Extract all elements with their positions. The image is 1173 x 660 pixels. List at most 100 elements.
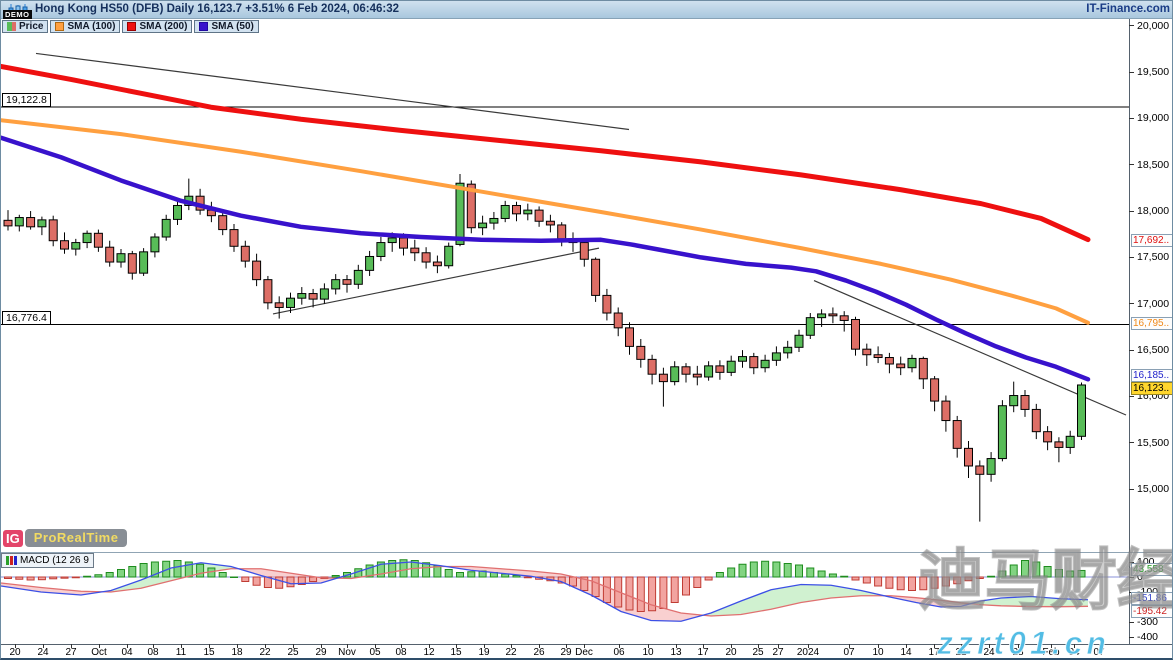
macd-histogram-bar: [376, 561, 385, 578]
date-tick-mark: [1018, 644, 1019, 648]
date-label: 25: [752, 647, 764, 658]
candle-body: [353, 269, 363, 285]
price-tick-label: 17,000: [1137, 297, 1170, 310]
date-label: 2024: [796, 647, 820, 658]
price-tick-label: 18,500: [1137, 158, 1170, 171]
macd-histogram-bar: [252, 576, 261, 586]
instrument-title: Hong Kong HS50 (DFB) Daily 16,123.7 +3.5…: [35, 3, 399, 15]
macd-histogram-bar: [309, 576, 318, 582]
price-tick-mark: [1129, 71, 1134, 73]
date-label: 25: [287, 647, 299, 658]
candle-body: [500, 204, 510, 219]
macd-histogram-bar: [591, 576, 600, 597]
price-tick-label: 15,000: [1137, 483, 1170, 496]
macd-histogram-bar: [105, 572, 114, 578]
macd-histogram-bar: [241, 576, 250, 582]
price-level-label-lower[interactable]: 16,776.4: [2, 311, 51, 325]
candle-body: [545, 220, 555, 226]
macd-histogram-bar: [128, 566, 137, 578]
trendline[interactable]: [272, 247, 600, 315]
prorealtime-logo[interactable]: IG ProRealTime: [3, 529, 128, 547]
date-tick-mark: [181, 644, 182, 648]
macd-histogram-bar: [772, 561, 781, 578]
date-label: 20: [725, 647, 737, 658]
date-label: 07: [1093, 647, 1105, 658]
date-tick-mark: [619, 644, 620, 648]
price-tick-label: 18,000: [1137, 205, 1170, 218]
macd-histogram-bar: [297, 576, 306, 585]
date-label: 21: [955, 647, 967, 658]
pane-separator[interactable]: [1, 552, 1172, 553]
candle-body: [365, 255, 375, 271]
date-label: 10: [642, 647, 654, 658]
sma100-line[interactable]: [1, 118, 1090, 325]
date-label: 22: [505, 647, 517, 658]
date-tick-mark: [1074, 644, 1075, 648]
date-tick-mark: [456, 644, 457, 648]
price-tick-mark: [1129, 256, 1134, 258]
demo-badge: DEMO: [3, 10, 32, 19]
price-level-label-upper[interactable]: 19,122.8: [2, 93, 51, 107]
date-tick-mark: [237, 644, 238, 648]
date-tick-mark: [758, 644, 759, 648]
axis-separator: [1129, 19, 1130, 644]
macd-histogram-bar: [874, 576, 883, 587]
legend-item-price[interactable]: Price: [2, 20, 49, 33]
candle-body: [715, 365, 725, 373]
header-bar: DEMO Hong Kong HS50 (DFB) Daily 16,123.7…: [1, 1, 1172, 19]
date-tick-mark: [293, 644, 294, 648]
date-tick-mark: [703, 644, 704, 648]
macd-histogram-bar: [49, 576, 58, 580]
candle-body: [308, 293, 318, 300]
macd-main-line[interactable]: [1, 561, 1089, 622]
legend-item-sma100[interactable]: SMA (100): [50, 20, 121, 33]
trendline[interactable]: [35, 52, 630, 131]
sma200-line[interactable]: [1, 63, 1091, 243]
macd-histogram-bar: [682, 576, 690, 596]
macd-histogram-bar: [941, 576, 950, 587]
macd-histogram-bar: [930, 576, 939, 589]
candle-body: [613, 312, 623, 329]
legend-item-sma200[interactable]: SMA (200): [122, 20, 193, 33]
candle-body: [376, 242, 386, 257]
date-tick-mark: [878, 644, 879, 648]
macd-histogram-bar: [512, 575, 521, 578]
candle-body: [263, 279, 273, 304]
macd-histogram-bar: [953, 576, 962, 585]
date-tick-mark: [961, 644, 962, 648]
sma50-line[interactable]: [1, 135, 1091, 382]
trendline[interactable]: [813, 280, 1127, 416]
candle-body: [997, 405, 1007, 460]
macd-histogram-bar: [851, 576, 860, 581]
date-tick-mark: [321, 644, 322, 648]
candle-body: [252, 260, 262, 281]
macd-histogram-bar: [456, 572, 464, 578]
macd-indicator-legend[interactable]: MACD (12 26 9: [1, 553, 94, 568]
legend-item-sma50[interactable]: SMA (50): [194, 20, 259, 33]
brand-link[interactable]: IT-Finance.com: [1086, 3, 1170, 15]
macd-signal-line[interactable]: [1, 565, 1089, 617]
candle-body: [105, 246, 115, 263]
sma200-swatch-icon: [127, 22, 137, 31]
price-tick-label: 16,500: [1137, 344, 1170, 357]
price-tick-mark: [1129, 25, 1134, 27]
candle-body: [455, 182, 465, 245]
candle-body: [3, 219, 13, 227]
macd-fill-positive: [708, 584, 890, 616]
macd-histogram-bar: [523, 576, 532, 579]
macd-histogram-bar: [738, 563, 747, 578]
date-label: 07: [843, 647, 855, 658]
macd-histogram-bar: [26, 576, 35, 581]
macd-signal-value-tag: -195.42: [1131, 605, 1172, 618]
date-label: 26: [533, 647, 545, 658]
price-tick-mark: [1129, 442, 1134, 444]
date-label: 12: [423, 647, 435, 658]
macd-histogram-bar: [557, 576, 566, 584]
candle-body: [1077, 384, 1086, 437]
date-tick-mark: [934, 644, 935, 648]
date-label: 04: [1068, 647, 1080, 658]
candle-body: [941, 400, 951, 422]
date-tick-mark: [731, 644, 732, 648]
candle-body: [150, 236, 160, 253]
